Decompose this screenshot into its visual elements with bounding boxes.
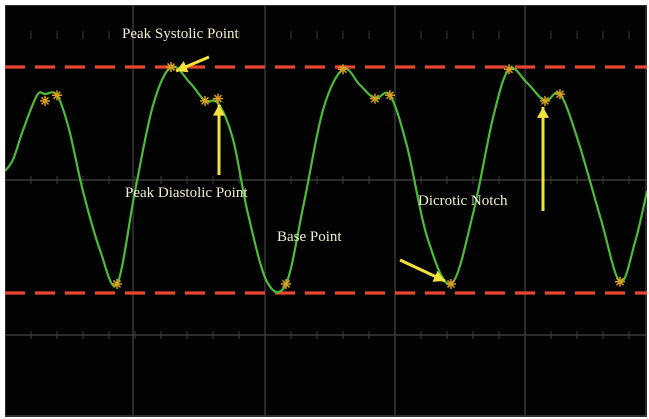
label-peak-systolic-point: Peak Systolic Point xyxy=(122,26,240,42)
waveform-point-marker xyxy=(555,89,565,100)
waveform-point-marker xyxy=(166,62,176,72)
label-peak-diastolic-point: Peak Diastolic Point xyxy=(125,185,248,201)
pulse-waveform-line xyxy=(5,65,647,294)
annotation-arrows xyxy=(175,55,549,283)
pulse-waveform-chart: Peak Systolic Point Peak Diastolic Point… xyxy=(5,5,647,417)
label-dicrotic-notch: Dicrotic Notch xyxy=(418,193,508,209)
grid xyxy=(5,5,647,417)
waveform-point-marker xyxy=(52,90,62,101)
waveform-point-marker xyxy=(615,276,625,287)
arrow-dicrotic-notch xyxy=(537,106,549,211)
waveform-point-marker xyxy=(385,90,395,101)
arrow-base-point xyxy=(399,258,446,283)
waveform-point-marker xyxy=(504,64,514,75)
waveform-point-marker xyxy=(338,64,348,75)
annotation-labels: Peak Systolic Point Peak Diastolic Point… xyxy=(122,26,508,245)
waveform-point-marker xyxy=(40,95,50,106)
point-markers xyxy=(40,62,625,289)
waveform-point-marker xyxy=(213,93,223,104)
waveform-point-marker xyxy=(281,278,291,289)
reference-lines xyxy=(5,65,647,295)
label-base-point: Base Point xyxy=(277,229,342,245)
oscilloscope-display: Peak Systolic Point Peak Diastolic Point… xyxy=(5,5,647,417)
waveform-point-marker xyxy=(446,278,456,289)
waveform-point-marker xyxy=(370,93,380,104)
waveform-point-marker xyxy=(540,95,550,106)
series-layer xyxy=(5,65,647,294)
arrow-peak-systolic-point xyxy=(175,55,210,73)
waveform-point-marker xyxy=(112,278,122,289)
waveform-point-marker xyxy=(200,95,210,106)
arrow-peak-diastolic-point xyxy=(213,104,225,175)
